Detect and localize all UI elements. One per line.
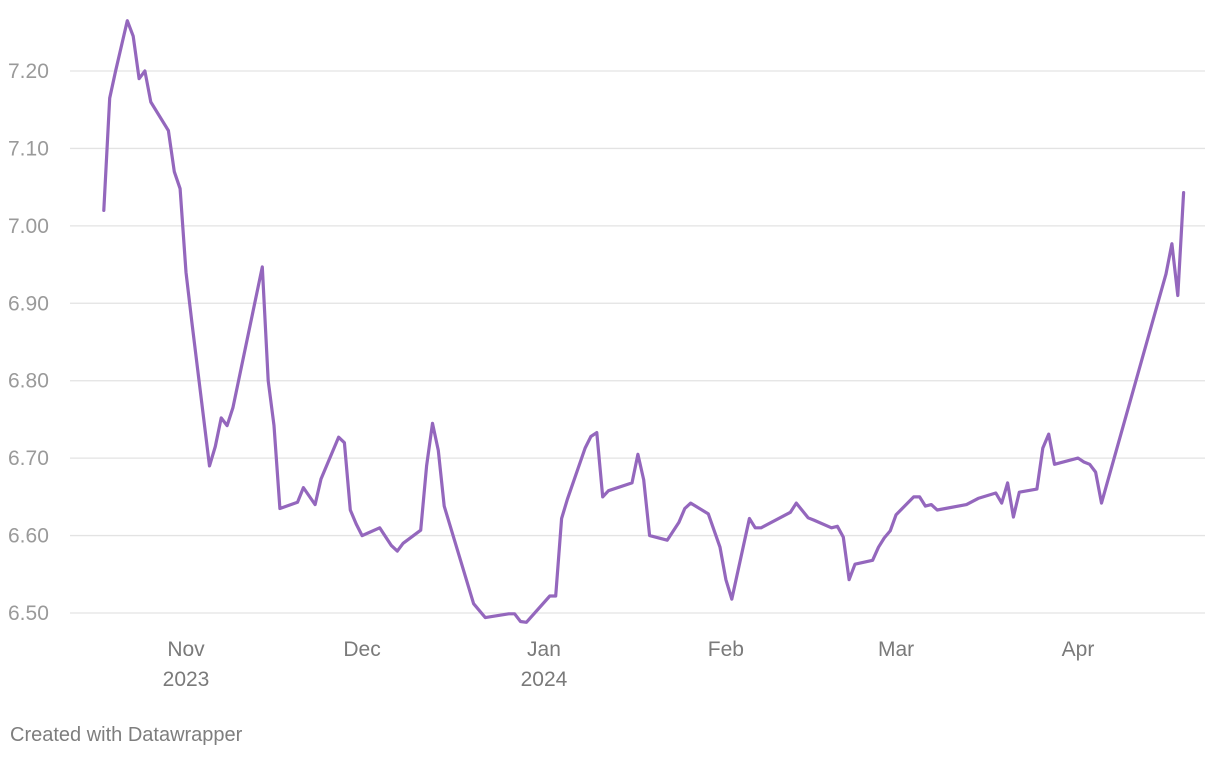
x-tick-label: Feb [708,638,744,661]
y-tick-label: 6.70 [8,447,49,470]
y-tick-label: 7.00 [8,215,49,238]
y-tick-label: 7.10 [8,137,49,160]
x-tick-label: Dec [343,638,380,661]
x-axis: Nov 2023 Dec Jan 2024 Feb Mar Apr [163,638,1095,691]
x-tick-label: Nov [167,638,205,661]
series [102,19,1186,624]
y-tick-label: 6.50 [8,602,49,625]
y-axis: 6.50 6.60 6.70 6.80 6.90 7.00 7.10 7.20 [8,60,49,625]
y-tick-label: 6.80 [8,370,49,393]
y-tick-label: 7.20 [8,60,49,83]
x-tick-label: Jan [527,638,561,661]
x-tick-label: Mar [878,638,914,661]
credit-text: Created with Datawrapper [10,724,243,746]
line-chart: 6.50 6.60 6.70 6.80 6.90 7.00 7.10 7.20 Nov 2023… [8,19,1205,691]
y-tick-label: 6.60 [8,525,49,548]
x-tick-year-label: 2023 [163,668,210,691]
series-line [102,19,1186,624]
gridlines [70,70,1205,614]
x-tick-label: Apr [1062,638,1095,661]
y-tick-label: 6.90 [8,292,49,315]
x-tick-year-label: 2024 [521,668,568,691]
